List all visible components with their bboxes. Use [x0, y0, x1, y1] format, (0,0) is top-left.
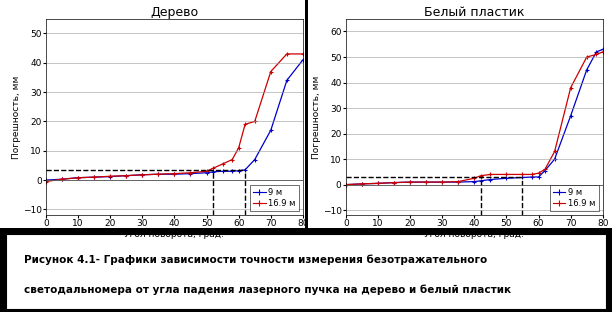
Title: Дерево: Дерево	[151, 6, 198, 19]
Legend: 9 м, 16.9 м: 9 м, 16.9 м	[550, 185, 599, 211]
X-axis label: Угол поворота, град.: Угол поворота, град.	[424, 230, 524, 239]
Text: светодальномера от угла падения лазерного пучка на дерево и белый пластик: светодальномера от угла падения лазерног…	[24, 285, 511, 295]
Text: Рисунок 4.1- Графики зависимости точности измерения безотражательного: Рисунок 4.1- Графики зависимости точност…	[24, 255, 487, 266]
X-axis label: Угол поворота, град.: Угол поворота, град.	[124, 230, 225, 239]
Y-axis label: Погрешность, мм: Погрешность, мм	[312, 75, 321, 159]
Y-axis label: Погрешность, мм: Погрешность, мм	[12, 75, 21, 159]
Title: Белый пластик: Белый пластик	[424, 6, 524, 19]
Legend: 9 м, 16.9 м: 9 м, 16.9 м	[250, 185, 299, 211]
